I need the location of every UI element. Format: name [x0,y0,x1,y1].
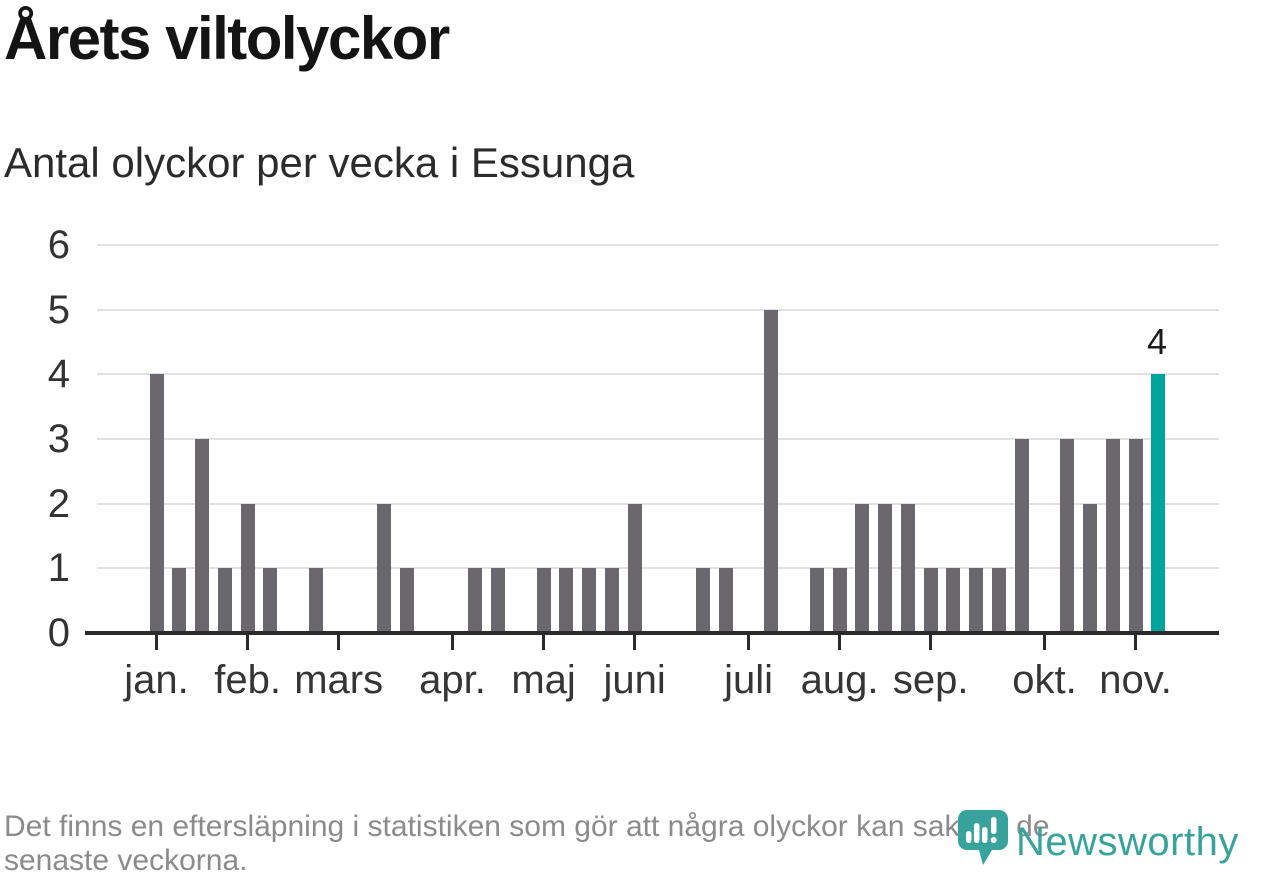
month-tick [838,635,842,650]
month-label: maj [511,658,576,702]
bar [627,503,642,633]
bar [1083,503,1098,633]
chart-subtitle: Antal olyckor per vecka i Essunga [4,139,635,186]
footer-note-line-1: Det finns en eftersläpning i statistiken… [4,810,1050,843]
bar [832,568,847,633]
bar [217,568,232,633]
bar [900,503,915,633]
newsworthy-logo-mark-icon [958,810,1008,865]
month-tick [155,635,158,650]
month-tick [747,635,751,650]
bar [491,568,506,633]
bar [536,568,551,633]
bar [604,568,619,633]
y-tick-label: 0 [47,611,70,655]
month-tick [929,635,933,650]
month-tick [542,635,546,650]
bar [809,568,824,633]
bar [991,568,1006,633]
newsworthy-logo-text: Newsworthy [1016,820,1239,864]
month-label: sep. [892,658,969,702]
month-tick [337,635,341,650]
y-tick-label: 6 [47,223,70,267]
bar [923,568,938,633]
footer-note-line-2: senaste veckorna. [4,844,248,877]
month-tick [1134,635,1138,650]
bar [149,374,164,633]
bar [855,503,870,633]
month-label: jan. [124,658,189,702]
bar [1060,439,1075,633]
month-tick [1043,635,1047,650]
month-label: nov. [1099,658,1172,702]
highlighted-bar [1151,374,1166,633]
bar [172,568,187,633]
bar [468,568,483,633]
month-tick [451,635,454,650]
month-tick [633,635,637,650]
bar [377,503,392,633]
month-label: okt. [1012,658,1077,702]
gridline [97,438,1219,440]
gridline [97,308,1219,311]
newsworthy-logo: Newsworthy [958,810,1258,879]
bar [240,503,255,633]
month-label: juli [724,658,773,702]
bar [1014,439,1029,633]
gridline [97,567,1219,570]
bar [582,568,597,633]
bar [195,439,210,633]
bar [1105,439,1120,633]
bar [308,568,323,633]
month-label: feb. [214,658,281,702]
bar [399,568,414,633]
bar [1128,439,1143,633]
y-tick-label: 2 [47,481,70,526]
bar [878,503,893,633]
bar-value-annotation: 4 [1146,321,1168,362]
bar [764,309,779,633]
y-tick-label: 4 [47,352,70,397]
month-tick [246,635,250,650]
bar [969,568,984,633]
gridline [97,244,1219,246]
y-tick-label: 5 [47,287,70,332]
bar [946,568,961,633]
x-axis-line [85,631,1219,635]
month-label: apr. [419,658,486,702]
page-title: Årets viltolyckor [4,5,450,72]
y-tick-label: 3 [47,417,70,461]
bar [263,568,278,633]
month-label: juni [603,658,666,702]
month-label: mars [294,658,384,702]
bar [718,568,733,633]
y-tick-label: 1 [47,546,70,591]
gridline [97,373,1219,376]
gridline [97,502,1219,505]
bar [559,568,574,633]
bar [695,568,710,633]
month-label: aug. [800,658,879,702]
